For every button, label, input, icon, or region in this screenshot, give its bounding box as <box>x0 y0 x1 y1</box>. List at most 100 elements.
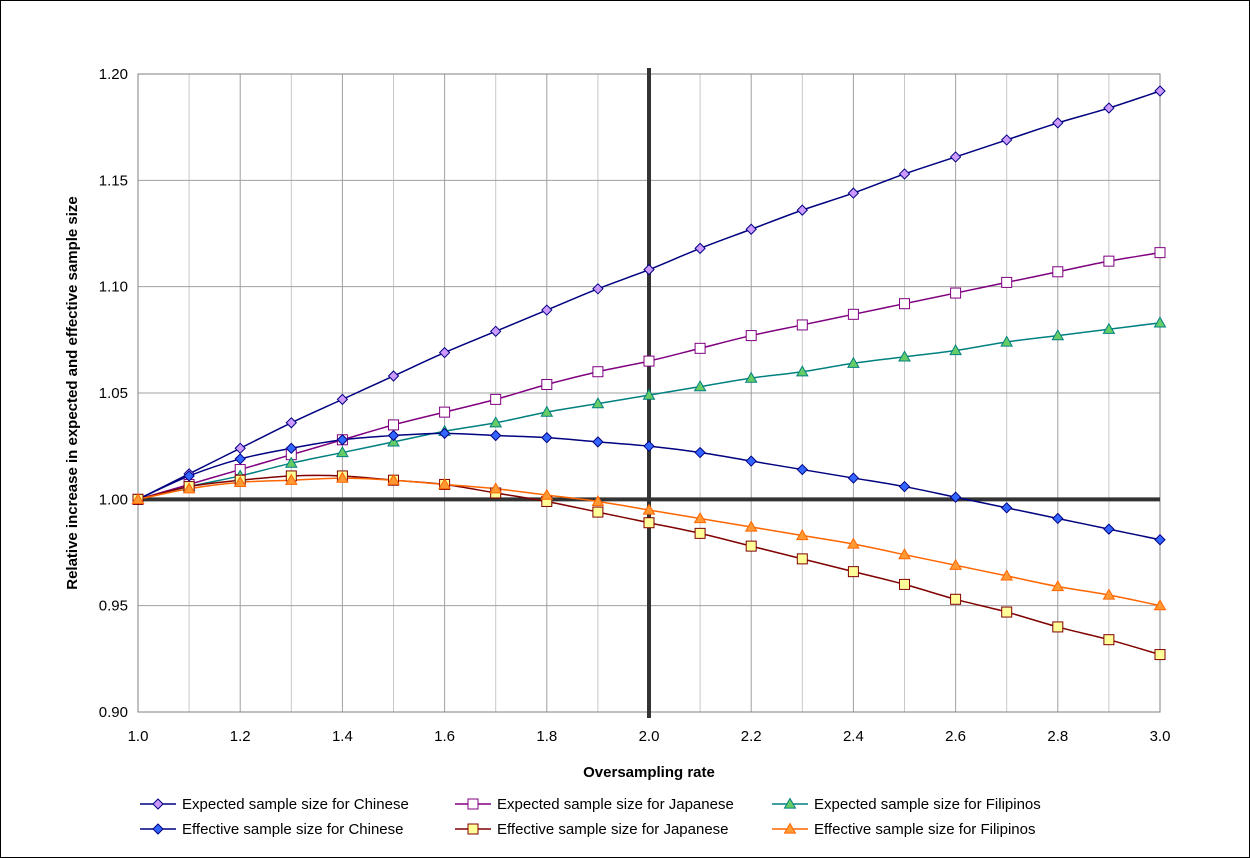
data-point-4 <box>643 440 655 452</box>
data-point-4 <box>285 442 298 455</box>
data-point-2 <box>745 330 757 342</box>
data-point-4 <box>745 455 757 467</box>
data-point-1 <box>438 346 451 359</box>
data-point-1 <box>847 187 860 199</box>
data-point-2 <box>388 419 399 431</box>
legend-marker <box>467 798 479 810</box>
x-axis-ticks: 1.0 1.2 1.4 1.6 1.8 2.0 2.2 2.4 2.6 2.8 3.0 <box>128 728 1171 745</box>
x-tick-label: 2.4 <box>843 728 864 745</box>
data-point-4 <box>234 453 246 465</box>
y-tick-label: 1.15 <box>99 172 128 189</box>
legend: Expected sample size for Chinese Expected… <box>140 796 1041 838</box>
data-point-2 <box>1001 276 1013 288</box>
data-point-6 <box>693 511 707 524</box>
markers-group <box>131 85 1167 661</box>
legend-label: Expected sample size for Filipinos <box>814 796 1041 813</box>
data-point-1 <box>1052 117 1064 129</box>
y-tick-label: 1.20 <box>99 66 128 83</box>
data-point-3 <box>336 446 349 458</box>
data-point-3 <box>591 397 605 409</box>
data-point-1 <box>694 242 706 255</box>
data-point-3 <box>284 456 298 468</box>
legend-item-3: Expected sample size for Filipinos <box>772 796 1041 813</box>
legend-label: Effective sample size for Filipinos <box>814 821 1035 838</box>
data-point-1 <box>541 304 553 316</box>
legend-item-5: Effective sample size for Japanese <box>455 821 729 838</box>
data-point-6 <box>131 492 145 504</box>
legend-marker <box>152 798 164 810</box>
data-point-1 <box>285 417 298 429</box>
data-point-6 <box>489 482 503 494</box>
data-point-5 <box>847 566 859 578</box>
data-point-1 <box>336 393 349 406</box>
data-point-1 <box>745 223 757 235</box>
data-point-2 <box>439 406 451 418</box>
legend-label: Expected sample size for Chinese <box>182 796 409 813</box>
legend-label: Expected sample size for Japanese <box>497 796 734 813</box>
data-point-4 <box>387 429 400 442</box>
legend-label: Effective sample size for Chinese <box>182 821 404 838</box>
data-point-1 <box>796 204 809 216</box>
data-point-1 <box>643 263 655 276</box>
data-point-3 <box>540 405 554 417</box>
y-tick-label: 0.95 <box>99 598 128 615</box>
data-point-1 <box>1000 134 1013 146</box>
data-point-2 <box>950 287 962 299</box>
data-point-2 <box>796 319 808 331</box>
data-point-6 <box>795 528 809 541</box>
y-tick-label: 1.10 <box>99 279 128 296</box>
data-point-3 <box>1102 322 1116 334</box>
data-point-5 <box>1103 634 1115 646</box>
data-point-3 <box>642 388 656 400</box>
legend-label: Effective sample size for Japanese <box>497 821 729 838</box>
x-tick-label: 1.0 <box>128 728 149 745</box>
data-point-6 <box>336 471 349 483</box>
data-point-4 <box>438 427 451 440</box>
legend-marker <box>783 822 797 834</box>
data-point-4 <box>1000 502 1013 514</box>
data-point-6 <box>438 477 451 490</box>
data-point-1 <box>387 370 400 382</box>
legend-marker <box>783 797 797 809</box>
data-point-2 <box>694 342 706 354</box>
data-point-6 <box>182 482 196 494</box>
legend-marker <box>467 823 479 835</box>
data-point-3 <box>1051 329 1065 341</box>
legend-item-6: Effective sample size for Filipinos <box>772 821 1035 838</box>
data-point-4 <box>694 446 706 459</box>
data-point-5 <box>1052 621 1064 633</box>
data-point-4 <box>1052 512 1064 525</box>
data-point-6 <box>591 494 605 507</box>
data-point-1 <box>898 168 911 180</box>
data-point-6 <box>387 473 400 485</box>
data-point-6 <box>642 503 656 515</box>
data-point-1 <box>489 325 502 338</box>
y-tick-label: 0.90 <box>99 704 128 721</box>
data-point-3 <box>1000 335 1014 347</box>
data-point-2 <box>541 378 553 390</box>
y-tick-label: 1.00 <box>99 491 128 508</box>
data-point-5 <box>694 527 706 539</box>
legend-item-4: Effective sample size for Chinese <box>140 821 404 838</box>
y-tick-label: 1.05 <box>99 385 128 402</box>
data-point-4 <box>796 463 809 476</box>
data-point-6 <box>1153 599 1167 611</box>
data-point-2 <box>1052 266 1064 278</box>
data-point-6 <box>949 558 962 570</box>
data-point-1 <box>949 151 962 163</box>
data-point-4 <box>949 491 962 503</box>
data-point-6 <box>744 520 758 532</box>
data-point-6 <box>1000 569 1014 581</box>
data-point-2 <box>1154 247 1166 259</box>
data-point-2 <box>643 355 655 367</box>
data-point-3 <box>744 371 758 383</box>
data-point-2 <box>1103 255 1115 267</box>
data-point-6 <box>1102 588 1116 600</box>
data-point-5 <box>745 540 757 552</box>
data-point-4 <box>847 472 860 484</box>
data-point-3 <box>898 350 911 362</box>
x-tick-label: 2.2 <box>741 728 762 745</box>
data-point-4 <box>541 431 553 444</box>
y-axis-title: Relative increase in expected and effect… <box>64 196 81 590</box>
